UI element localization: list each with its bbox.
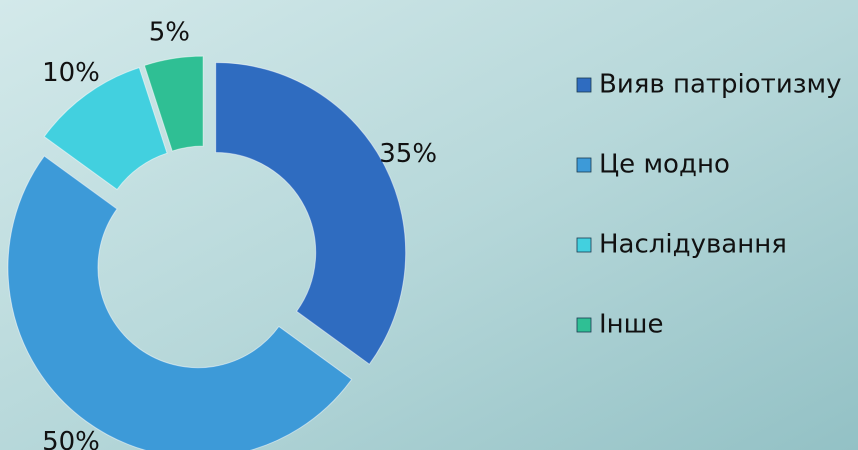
legend-marker xyxy=(576,317,592,333)
legend-label: Інше xyxy=(599,310,663,340)
legend-marker xyxy=(576,157,592,173)
legend-label: Це модно xyxy=(599,150,730,180)
legend-marker xyxy=(576,237,592,253)
data-label: 35% xyxy=(379,139,437,169)
legend-label: Наслідування xyxy=(599,230,787,260)
donut-slice xyxy=(43,66,168,191)
donut-slice xyxy=(143,55,204,152)
data-label: 10% xyxy=(42,58,100,88)
donut-slice xyxy=(7,155,353,450)
legend-label: Вияв патріотизму xyxy=(599,70,842,100)
data-label: 5% xyxy=(149,17,190,47)
donut-slice xyxy=(215,62,407,365)
data-label: 50% xyxy=(42,427,100,450)
legend-marker xyxy=(576,77,592,93)
